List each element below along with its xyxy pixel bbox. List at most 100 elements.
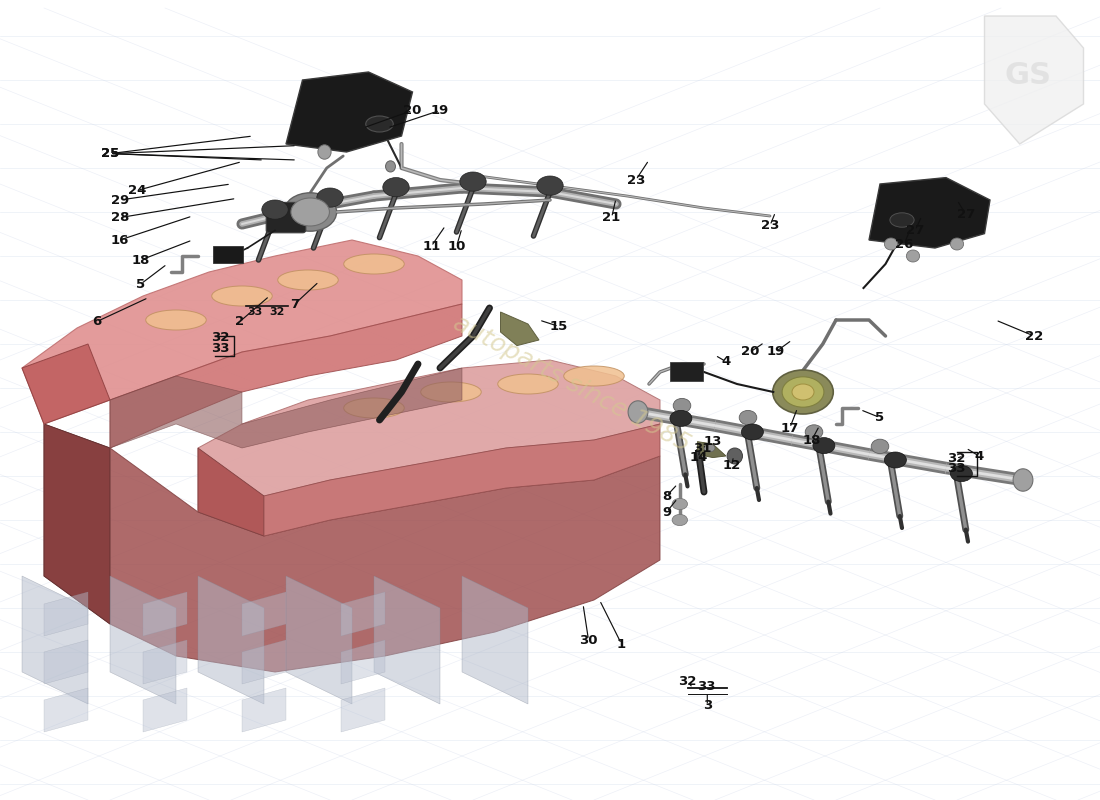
Ellipse shape [727, 448, 742, 464]
Text: 11: 11 [422, 240, 440, 253]
Ellipse shape [420, 382, 482, 402]
Text: 32: 32 [947, 452, 965, 465]
Polygon shape [341, 640, 385, 684]
Ellipse shape [1013, 469, 1033, 491]
Text: 31: 31 [693, 442, 711, 454]
Polygon shape [341, 592, 385, 636]
Text: 3: 3 [703, 699, 712, 712]
Text: 21: 21 [603, 211, 620, 224]
Polygon shape [198, 360, 660, 512]
Polygon shape [984, 16, 1084, 144]
Polygon shape [143, 640, 187, 684]
Ellipse shape [628, 401, 648, 423]
Polygon shape [264, 424, 660, 536]
Polygon shape [242, 640, 286, 684]
Text: 5: 5 [876, 411, 884, 424]
Polygon shape [500, 312, 539, 346]
Text: GS: GS [1005, 62, 1052, 90]
Text: 23: 23 [761, 219, 779, 232]
Text: 4: 4 [722, 355, 730, 368]
FancyBboxPatch shape [213, 246, 243, 263]
Ellipse shape [792, 384, 814, 400]
FancyBboxPatch shape [266, 202, 306, 233]
Text: 25: 25 [101, 147, 119, 160]
Ellipse shape [318, 145, 331, 159]
Text: 10: 10 [448, 240, 465, 253]
Text: 20: 20 [741, 346, 759, 358]
Text: 32: 32 [211, 331, 229, 344]
Polygon shape [242, 688, 286, 732]
Text: 26: 26 [895, 238, 913, 250]
Text: 15: 15 [550, 320, 568, 333]
Polygon shape [869, 178, 990, 248]
Ellipse shape [343, 398, 405, 418]
Text: 33: 33 [211, 342, 229, 354]
Ellipse shape [386, 161, 396, 172]
Polygon shape [44, 424, 110, 624]
Ellipse shape [497, 374, 558, 394]
Ellipse shape [772, 370, 834, 414]
Polygon shape [22, 240, 462, 424]
Polygon shape [44, 424, 660, 672]
Text: 25: 25 [101, 147, 119, 160]
Circle shape [741, 424, 763, 440]
Text: 16: 16 [111, 234, 129, 246]
Ellipse shape [278, 270, 339, 290]
Text: 33: 33 [248, 307, 263, 317]
Ellipse shape [145, 310, 207, 330]
Circle shape [884, 452, 906, 468]
Text: 1: 1 [617, 638, 626, 650]
Polygon shape [286, 576, 352, 704]
Polygon shape [143, 592, 187, 636]
Circle shape [672, 498, 688, 510]
Circle shape [317, 188, 343, 207]
Text: 29: 29 [111, 194, 129, 206]
Ellipse shape [739, 410, 757, 425]
Text: 8: 8 [662, 490, 671, 502]
Text: 4: 4 [975, 450, 983, 462]
Polygon shape [286, 72, 412, 152]
Polygon shape [22, 344, 110, 424]
Text: 28: 28 [111, 211, 129, 224]
Ellipse shape [284, 193, 337, 231]
Ellipse shape [211, 286, 273, 306]
Polygon shape [198, 576, 264, 704]
Polygon shape [374, 576, 440, 704]
Text: 9: 9 [662, 506, 671, 518]
Text: 33: 33 [947, 462, 965, 474]
Text: 33: 33 [697, 680, 715, 693]
Polygon shape [44, 640, 88, 684]
Ellipse shape [290, 198, 330, 226]
Ellipse shape [950, 238, 964, 250]
Circle shape [670, 410, 692, 426]
Ellipse shape [890, 213, 914, 227]
Ellipse shape [673, 398, 691, 413]
Polygon shape [341, 688, 385, 732]
Text: 27: 27 [957, 208, 975, 221]
Ellipse shape [704, 444, 715, 452]
Ellipse shape [805, 425, 823, 439]
Text: autoparts since 1985: autoparts since 1985 [450, 311, 694, 457]
Text: 19: 19 [767, 346, 784, 358]
Polygon shape [242, 592, 286, 636]
Circle shape [262, 200, 288, 219]
Text: 32: 32 [679, 675, 696, 688]
Ellipse shape [343, 254, 405, 274]
Text: 18: 18 [132, 254, 150, 266]
Ellipse shape [906, 250, 920, 262]
Circle shape [813, 438, 835, 454]
Text: 13: 13 [704, 435, 722, 448]
Text: 30: 30 [580, 634, 597, 646]
Polygon shape [462, 576, 528, 704]
Polygon shape [44, 592, 88, 636]
Circle shape [950, 466, 972, 482]
Text: 19: 19 [431, 104, 449, 117]
FancyBboxPatch shape [670, 362, 703, 381]
Text: 22: 22 [1025, 330, 1043, 342]
Ellipse shape [365, 116, 393, 132]
Text: 2: 2 [235, 315, 244, 328]
Text: 23: 23 [627, 174, 645, 186]
Polygon shape [143, 688, 187, 732]
Polygon shape [697, 442, 726, 458]
Polygon shape [44, 688, 88, 732]
